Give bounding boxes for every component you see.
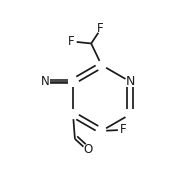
Text: N: N <box>41 75 50 88</box>
Text: F: F <box>97 22 104 35</box>
Text: F: F <box>68 35 75 48</box>
Text: O: O <box>83 143 92 156</box>
Text: N: N <box>125 75 135 88</box>
Text: F: F <box>120 123 127 136</box>
